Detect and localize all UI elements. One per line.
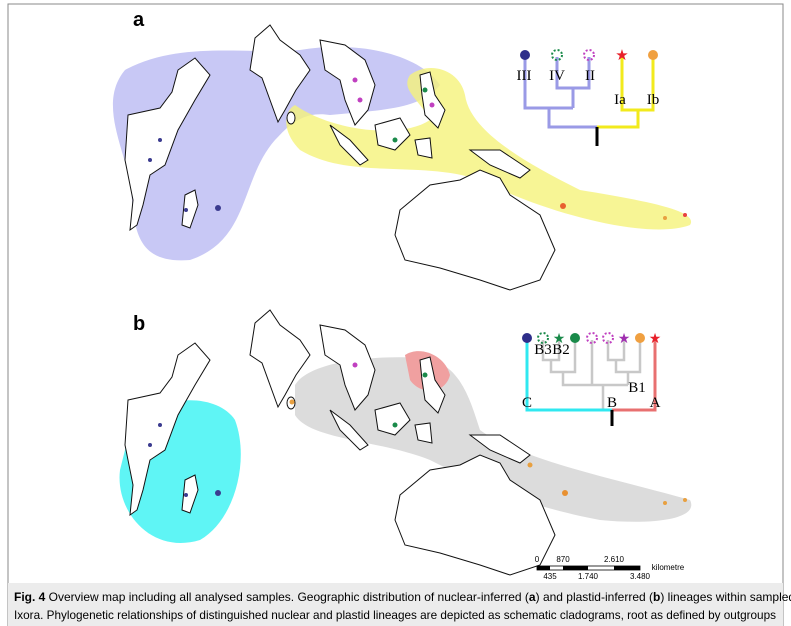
svg-text:★: ★ [618,330,631,346]
caption-box [8,583,783,626]
svg-text:★: ★ [615,47,628,64]
caption-line: Ixora. Phylogenetic relationships of dis… [14,608,776,622]
clade-label: II [585,68,595,84]
scale-bar [536,565,641,571]
panel-label: b [133,313,145,335]
clade-label: B3 [534,342,552,358]
caption-text: Overview map including all analysed samp… [45,590,529,604]
samples [148,362,687,505]
samples [148,77,687,220]
clade-label: A [650,395,661,411]
clade-label: B [607,395,617,411]
caption-label: Fig. 4 [14,590,46,604]
clade-label: C [522,395,532,411]
caption: Fig. 4 Overview map including all analys… [14,590,791,604]
clade-label: III [517,68,532,84]
scale-label: 435 [543,572,557,581]
cladogram: ★ ★ ★ [522,330,661,426]
caption-text: a [529,590,536,604]
svg-text:★: ★ [649,330,662,346]
range-blob [286,67,692,230]
scale-label: 870 [556,555,570,564]
scale-label: 1.740 [578,572,599,581]
clade-label: B1 [628,380,646,396]
cladogram: ★ [520,47,658,146]
panel-label: a [133,9,145,31]
caption-text: ) lineages within sampled [660,590,791,604]
clade-label: Ia [614,92,626,108]
scale-label: 0 [535,555,540,564]
clade-label: IV [549,68,565,84]
scale-label: 3.480 [630,572,651,581]
frame [7,3,784,626]
svg-text:★: ★ [553,330,566,346]
caption-text: b [653,590,660,604]
clade-label: B2 [552,342,570,358]
clade-label: Ib [647,92,660,108]
caption-text: ) and plastid-inferred ( [536,590,653,604]
scale-label: 2.610 [604,555,625,564]
scale-unit: kilometre [652,563,685,572]
